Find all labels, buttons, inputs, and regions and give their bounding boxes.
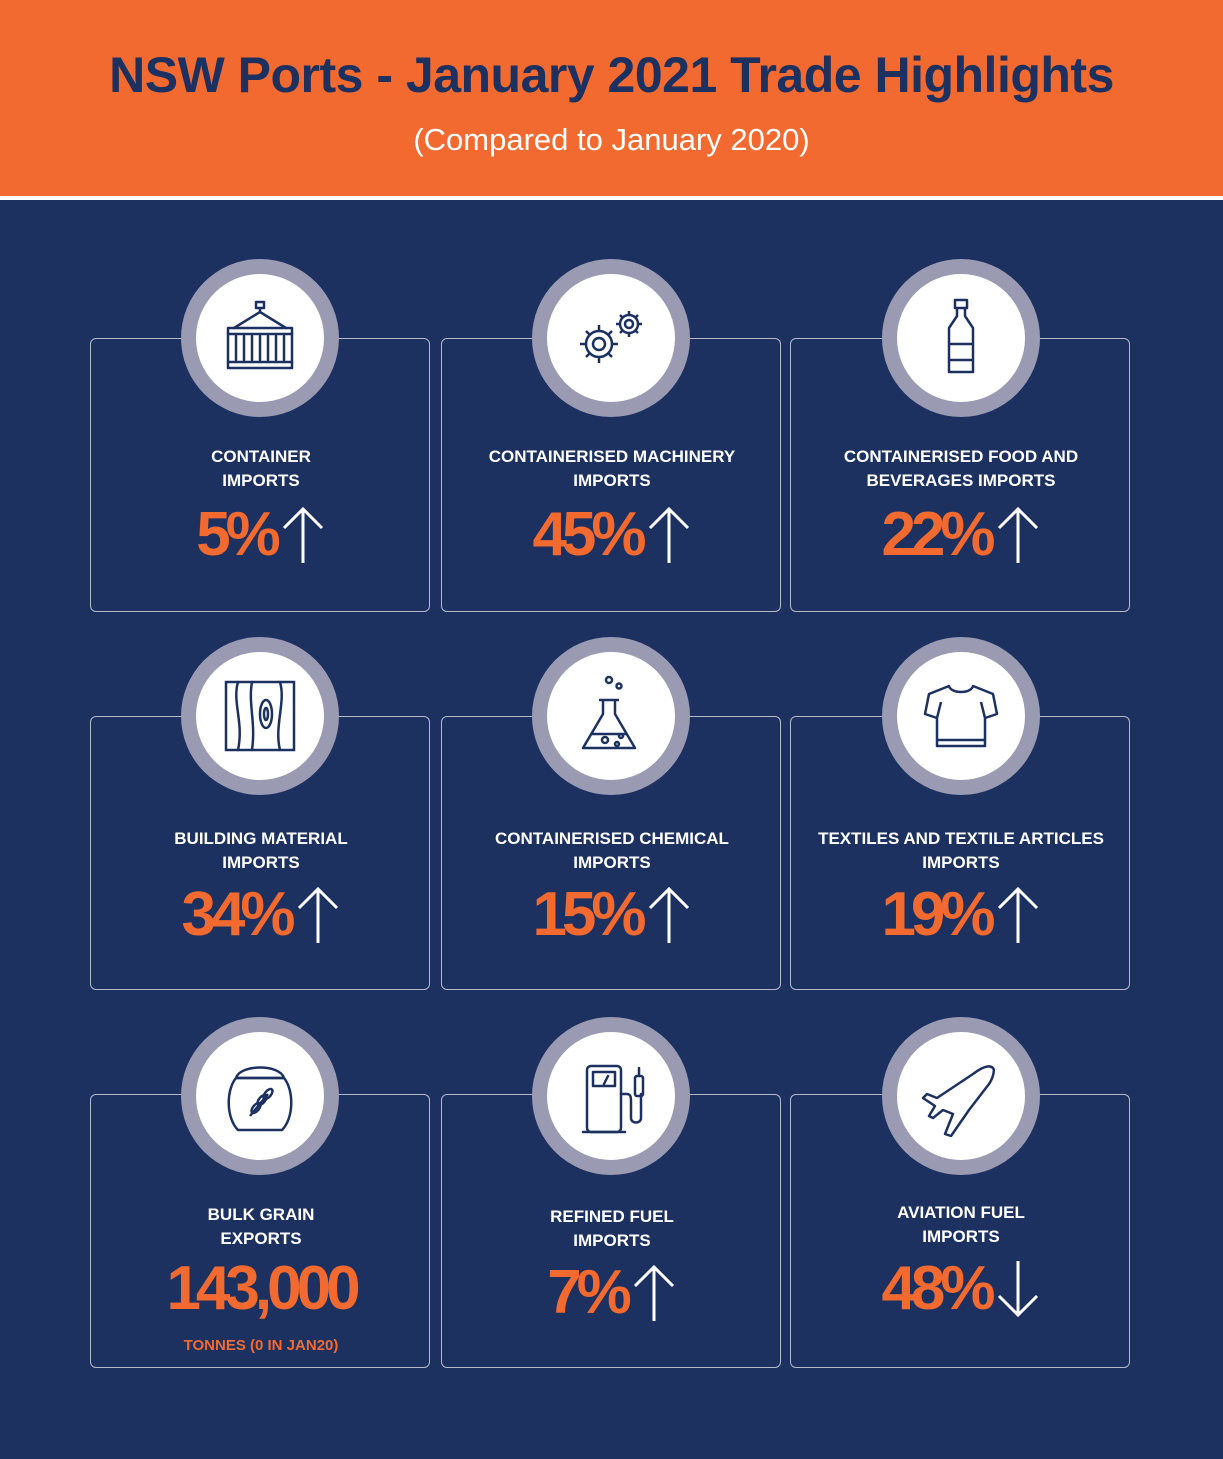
bottle-icon [947,298,975,374]
icon-ring [882,1017,1040,1175]
icon-ring [532,1017,690,1175]
arrow-up-icon [648,886,689,943]
icon-ring [181,259,339,417]
card-label: TEXTILES AND TEXTILE ARTICLES IMPORTS [818,829,1104,872]
card-label: BUILDING MATERIAL IMPORTS [174,829,348,872]
icon-ring [181,637,339,795]
icon-ring [532,259,690,417]
card-label: CONTAINERISED CHEMICAL IMPORTS [495,829,729,872]
card-label: REFINED FUEL IMPORTS [550,1207,674,1250]
highlight-card-aviation-fuel: AVIATION FUEL IMPORTS 48% [790,1094,1130,1368]
grain-sack-icon [227,1066,293,1132]
fuel-pump-icon [581,1064,645,1134]
card-label: CONTAINER IMPORTS [211,447,311,490]
t-shirt-icon [923,684,999,748]
arrow-up-icon [297,886,338,943]
card-label: BULK GRAIN EXPORTS [207,1205,315,1248]
card-value: 15% [532,880,646,949]
chemical-flask-icon [581,675,637,750]
arrow-up-icon [997,506,1038,563]
arrow-up-icon [282,506,323,563]
card-value: 48% [881,1254,995,1323]
card-value: 34% [181,880,295,949]
page-title: NSW Ports - January 2021 Trade Highlight… [109,47,1114,103]
icon-ring [181,1017,339,1175]
gears-icon [580,311,642,363]
card-value: 143,000 [166,1254,360,1323]
arrow-down-icon [997,1261,1038,1318]
timber-icon [224,680,296,752]
shipping-container-icon [226,300,294,370]
card-note: TONNES (0 IN JAN20) [183,1337,339,1354]
airplane-icon [921,1065,996,1138]
icon-ring [882,637,1040,795]
icon-ring [532,637,690,795]
card-value: 45% [532,500,646,569]
card-label: CONTAINERISED FOOD AND BEVERAGES IMPORTS [843,447,1079,490]
highlight-card-bulk-grain: BULK GRAIN EXPORTS 143,000 TONNES (0 IN … [90,1094,430,1368]
highlight-card-food-beverages: CONTAINERISED FOOD AND BEVERAGES IMPORTS… [790,338,1130,612]
arrow-up-icon [997,886,1038,943]
card-value: 19% [881,880,995,949]
arrow-up-icon [633,1264,674,1321]
card-label: CONTAINERISED MACHINERY IMPORTS [488,447,736,490]
highlight-card-building-material: BUILDING MATERIAL IMPORTS 34% [90,716,430,990]
arrow-up-icon [648,506,689,563]
header-divider [0,196,1223,200]
card-label: AVIATION FUEL IMPORTS [897,1203,1025,1246]
card-value: 7% [547,1258,632,1327]
highlights-grid: CONTAINER IMPORTS 5% CONTAINERISED MACHI… [0,200,1223,1459]
icon-ring [882,259,1040,417]
highlight-card-container: CONTAINER IMPORTS 5% [90,338,430,612]
card-value: 5% [196,500,281,569]
page-subtitle: (Compared to January 2020) [413,122,810,157]
header-banner: NSW Ports - January 2021 Trade Highlight… [0,0,1223,196]
highlight-card-textiles: TEXTILES AND TEXTILE ARTICLES IMPORTS 19… [790,716,1130,990]
highlight-card-refined-fuel: REFINED FUEL IMPORTS 7% [441,1094,781,1368]
card-value: 22% [881,500,995,569]
